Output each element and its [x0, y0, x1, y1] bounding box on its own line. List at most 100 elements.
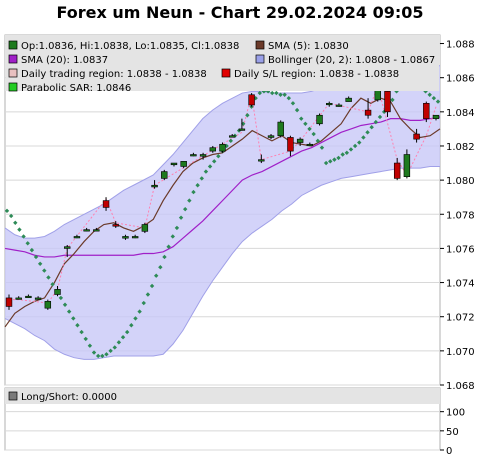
candle-body — [228, 135, 236, 138]
candle-body — [296, 138, 304, 143]
candle-body — [423, 102, 430, 119]
sar-point — [162, 254, 167, 260]
sar-point — [311, 131, 316, 137]
candle-body — [170, 162, 178, 166]
candle — [384, 89, 391, 117]
y-tick-label: 1.078 — [446, 210, 475, 221]
candle — [413, 128, 420, 143]
legend-label: SMA (20): 1.0837 — [21, 55, 108, 66]
y-tick-label: 1.082 — [446, 142, 475, 153]
y-tick-label: 1.084 — [446, 108, 475, 119]
sar-point — [319, 145, 325, 150]
candle — [287, 135, 294, 157]
y-tick-label: 1.088 — [446, 40, 475, 51]
sar-point — [365, 130, 370, 135]
sar-point — [66, 309, 72, 314]
sar-point — [187, 198, 192, 203]
candle-body — [432, 114, 440, 119]
candle-body — [238, 128, 246, 131]
sar-point — [141, 300, 146, 306]
y-tick-label: 1.072 — [446, 313, 475, 324]
candle — [44, 299, 52, 310]
candle-body — [122, 236, 129, 239]
sar-point — [348, 147, 354, 152]
legend-item: Daily S/L region: 1.0838 - 1.0838 — [221, 68, 399, 80]
candle — [131, 234, 139, 239]
sar-point — [75, 323, 80, 328]
legend-panel — [6, 36, 439, 91]
sar-point — [294, 107, 300, 113]
candle — [141, 222, 149, 234]
sar-point — [104, 352, 109, 357]
candle-body — [5, 297, 13, 307]
candle — [64, 245, 71, 257]
candle — [326, 101, 333, 107]
legend-label: Parabolic SAR: 1.0846 — [21, 83, 131, 94]
candle-body — [180, 161, 187, 167]
sar-point — [58, 295, 64, 301]
legend-item: Op:1.0836, Hi:1.0838, Lo:1.0835, Cl:1.08… — [8, 40, 239, 52]
sma20-series — [4, 116, 441, 258]
candle-body — [141, 224, 149, 232]
legend: Op:1.0836, Hi:1.0838, Lo:1.0835, Cl:1.08… — [6, 36, 439, 94]
candle — [161, 169, 168, 181]
candle-body — [190, 154, 197, 157]
sar-point — [245, 113, 250, 118]
candle — [306, 142, 314, 147]
sar-point — [435, 99, 441, 104]
candle — [151, 180, 158, 189]
legend-swatch — [8, 82, 18, 92]
candle — [423, 101, 430, 123]
sar-point — [199, 176, 204, 181]
sar-point — [336, 155, 341, 161]
candle-body — [102, 200, 110, 208]
sar-point — [369, 124, 374, 130]
candle — [25, 294, 32, 299]
sar-point — [149, 283, 155, 289]
legend-label: Bollinger (20, 2): 1.0808 - 1.0867 — [268, 55, 435, 66]
legend-item: Parabolic SAR: 1.0846 — [8, 82, 131, 94]
sar-point — [191, 189, 196, 195]
sar-point — [274, 90, 279, 96]
candle — [209, 145, 217, 153]
sar-point — [79, 329, 84, 335]
candle — [219, 142, 226, 153]
sar-point — [278, 92, 283, 97]
candle — [15, 296, 22, 300]
sub-legend: Long/Short: 0.0000 — [8, 391, 117, 403]
candle — [34, 296, 42, 300]
candle — [364, 98, 372, 119]
legend-item: Bollinger (20, 2): 1.0808 - 1.0867 — [255, 54, 435, 66]
legend-swatch — [8, 54, 18, 64]
sar-point — [46, 275, 51, 280]
legend-item: SMA (5): 1.0830 — [255, 40, 349, 52]
sar-point — [290, 101, 296, 106]
sar-point — [95, 353, 101, 359]
sar-point — [153, 273, 159, 278]
sar-point — [228, 138, 233, 144]
sub-legend-swatch — [8, 391, 18, 401]
candle — [83, 227, 90, 232]
sar-point — [124, 329, 130, 335]
legend-swatch — [255, 40, 265, 50]
sar-point — [71, 316, 76, 321]
candle-body — [34, 297, 42, 300]
sar-point — [13, 220, 18, 226]
candle-body — [199, 154, 207, 157]
sub-y-tick-label: 0 — [446, 446, 452, 457]
sar-point — [170, 234, 175, 239]
candle-body — [44, 301, 52, 309]
candle-body — [54, 289, 61, 295]
sub-grid-lines — [5, 411, 440, 451]
candle-body — [209, 147, 217, 152]
legend-swatch — [255, 54, 265, 64]
sar-point — [166, 244, 171, 249]
sar-point — [212, 159, 217, 164]
sar-point — [195, 183, 200, 188]
sar-point — [183, 206, 188, 212]
sar-point — [315, 138, 321, 144]
candle-body — [335, 104, 343, 107]
candle-body — [384, 91, 391, 113]
candle-body — [258, 159, 265, 162]
sar-point — [307, 126, 312, 132]
